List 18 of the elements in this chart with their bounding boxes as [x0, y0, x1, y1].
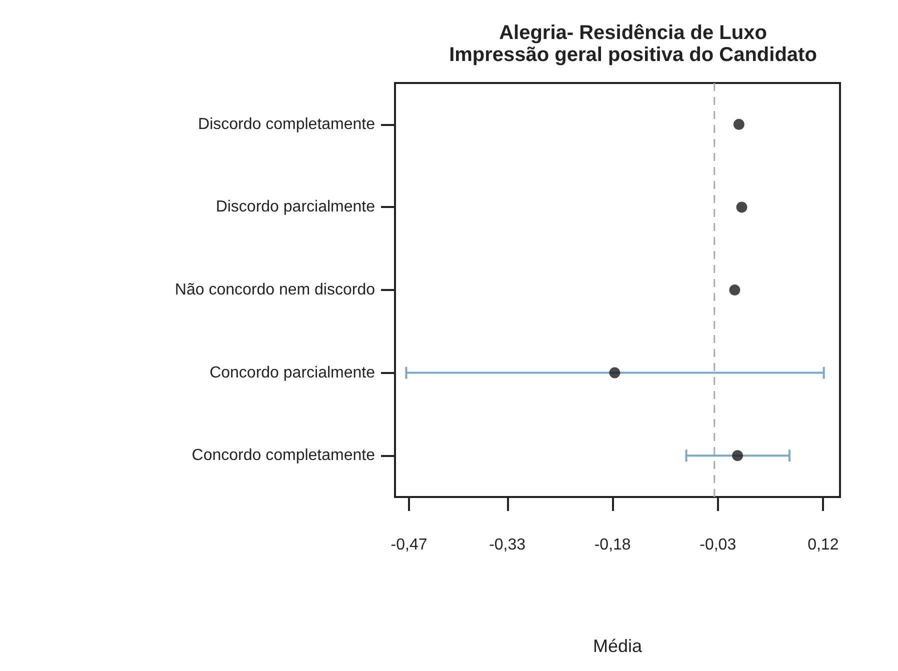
chart-subtitle: Impressão geral positiva do Candidato [449, 44, 817, 66]
x-axis-title: Média [592, 636, 643, 656]
x-tick-label: -0,18 [594, 536, 631, 554]
chart-title: Alegria- Residência de Luxo [499, 22, 767, 44]
y-tick-label: Discordo completamente [198, 116, 376, 133]
x-tick-label: -0,47 [390, 536, 428, 554]
x-tick-label: -0,33 [489, 536, 526, 554]
point [733, 118, 744, 130]
point [729, 284, 740, 296]
point [736, 202, 748, 213]
point [732, 450, 744, 462]
y-tick-label: Concordo parcialmente [210, 364, 376, 382]
y-tick-label: Não concordo nem discordo [174, 282, 376, 298]
y-tick-label: Discordo parcialmente [216, 198, 376, 216]
x-tick-label: 0,12 [808, 536, 839, 554]
x-tick-label: -0,03 [700, 536, 736, 554]
point [609, 367, 620, 378]
y-tick-label: Concordo completamente [192, 447, 376, 464]
